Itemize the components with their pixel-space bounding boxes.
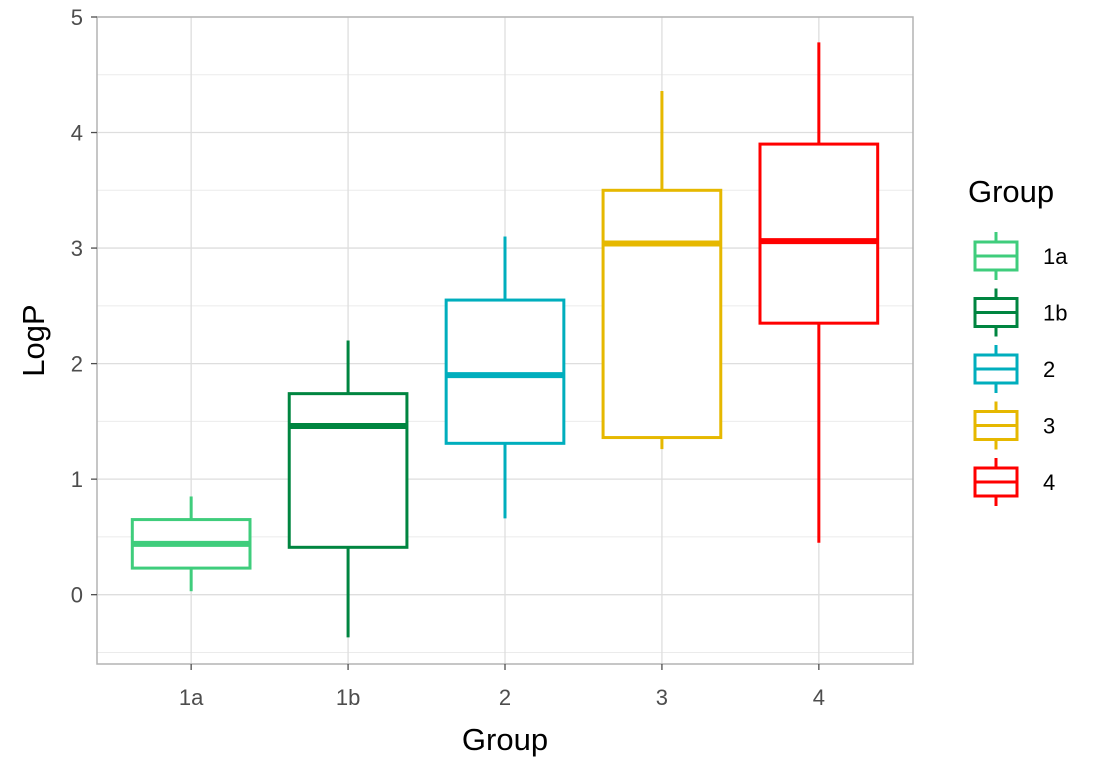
box-2	[444, 236, 566, 519]
y-tick-label: 2	[71, 352, 83, 377]
box-3	[601, 90, 723, 450]
y-tick-label: 5	[71, 5, 83, 30]
x-tick-label: 1b	[336, 685, 360, 710]
box-iqr	[287, 392, 409, 549]
legend-label: 1a	[1043, 244, 1068, 269]
legend: 1a 1b 2 3 4	[973, 232, 1068, 506]
legend-item-3: 3	[973, 401, 1055, 450]
box-4	[758, 42, 880, 543]
x-axis-title: Group	[462, 722, 548, 757]
legend-title: Group	[968, 174, 1054, 209]
y-tick-label: 4	[71, 121, 83, 146]
y-tick-label: 1	[71, 467, 83, 492]
box-series	[130, 42, 880, 638]
box-1a	[130, 496, 252, 592]
legend-item-4: 4	[973, 458, 1055, 506]
legend-item-2: 2	[973, 345, 1055, 393]
y-tick-label: 3	[71, 236, 83, 261]
legend-item-1a: 1a	[973, 232, 1068, 280]
y-axis-title: LogP	[16, 304, 51, 376]
box-iqr	[601, 188, 723, 440]
x-tick-label: 2	[499, 685, 511, 710]
legend-label: 4	[1043, 470, 1055, 495]
y-tick-label: 0	[71, 583, 83, 608]
y-axis-ticks: 0 1 2 3 4 5	[71, 5, 97, 608]
x-tick-label: 1a	[179, 685, 204, 710]
legend-label: 3	[1043, 414, 1055, 439]
legend-item-1b: 1b	[973, 288, 1067, 337]
legend-label: 2	[1043, 357, 1055, 382]
box-iqr	[444, 298, 566, 445]
box-iqr	[758, 142, 880, 325]
legend-label: 1b	[1043, 301, 1067, 326]
x-axis-ticks: 1a 1b 2 3 4	[179, 664, 825, 710]
x-tick-label: 4	[813, 685, 825, 710]
x-tick-label: 3	[656, 685, 668, 710]
box-1b	[287, 340, 409, 638]
